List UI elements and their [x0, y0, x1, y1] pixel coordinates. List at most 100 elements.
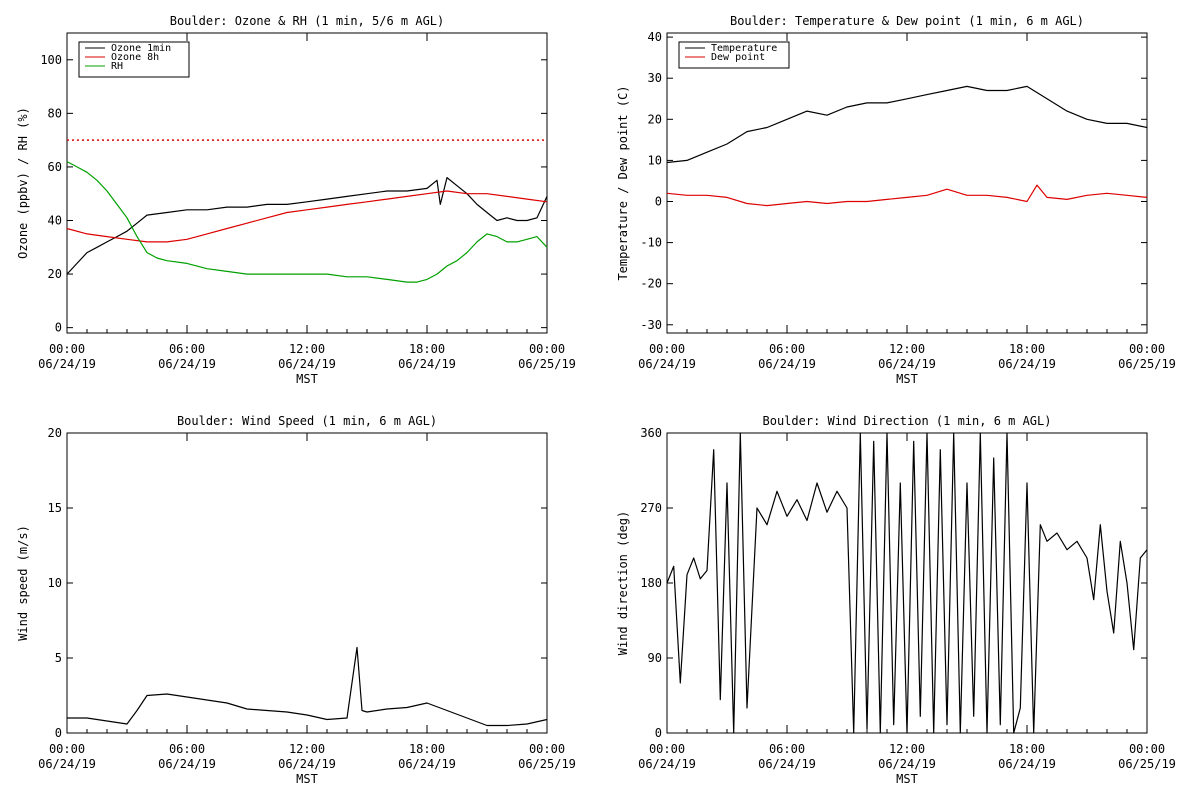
x-tick-label-date: 06/24/19 — [758, 757, 816, 771]
x-tick-label-date: 06/24/19 — [998, 757, 1056, 771]
y-tick-label: 10 — [48, 576, 62, 590]
x-tick-label-date: 06/24/19 — [638, 757, 696, 771]
x-tick-label-date: 06/24/19 — [278, 757, 336, 771]
y-tick-label: -30 — [640, 318, 662, 332]
series-line-1 — [666, 432, 1148, 734]
x-tick-label-date: 06/24/19 — [38, 757, 96, 771]
x-tick-label-date: 06/24/19 — [878, 357, 936, 371]
legend-label: Ozone 8h — [111, 52, 159, 63]
legend-label: Dew point — [711, 52, 765, 63]
x-tick-label-date: 06/24/19 — [638, 357, 696, 371]
chart-ozone-rh: Boulder: Ozone & RH (1 min, 5/6 m AGL) 0 2… — [16, 14, 576, 386]
chart-title: Boulder: Ozone & RH (1 min, 5/6 m AGL) — [170, 14, 445, 28]
x-axis-label: MST — [896, 372, 918, 386]
y-tick-label: -10 — [640, 236, 662, 250]
plot-frame — [66, 432, 548, 734]
series-line-1 — [67, 646, 548, 727]
chart-title: Boulder: Temperature & Dew point (1 min,… — [730, 14, 1084, 28]
x-tick-label-time: 12:00 — [289, 342, 325, 356]
x-tick-label-date: 06/25/19 — [1118, 357, 1176, 371]
y-tick-label: 15 — [48, 501, 62, 515]
legend-box — [678, 41, 790, 69]
x-tick-label-date: 06/24/19 — [38, 357, 96, 371]
y-tick-label: 30 — [648, 71, 662, 85]
x-axis-label: MST — [896, 772, 918, 786]
y-tick-label: 20 — [48, 267, 62, 281]
chart-temp-dew: Boulder: Temperature & Dew point (1 min,… — [616, 14, 1176, 386]
series-line-3 — [66, 161, 548, 283]
y-tick-label: 40 — [48, 214, 62, 228]
chart-title: Boulder: Wind Speed (1 min, 6 m AGL) — [177, 414, 437, 428]
x-tick-label-date: 06/24/19 — [758, 357, 816, 371]
legend-label: Ozone 1min — [111, 43, 171, 54]
y-tick-label: 180 — [640, 576, 662, 590]
x-tick-label-time: 00:00 — [49, 742, 85, 756]
y-tick-label: 270 — [640, 501, 662, 515]
x-tick-label-time: 12:00 — [889, 342, 925, 356]
chart-wind-speed: Boulder: Wind Speed (1 min, 6 m AGL) 0 5 10… — [16, 414, 576, 786]
x-tick-label-time: 06:00 — [769, 342, 805, 356]
legend-box — [78, 41, 190, 78]
x-tick-label-time: 00:00 — [529, 742, 565, 756]
series-line-1 — [666, 85, 1148, 164]
x-tick-label-time: 06:00 — [769, 742, 805, 756]
x-tick-label-time: 00:00 — [1129, 742, 1165, 756]
x-tick-label-date: 06/25/19 — [518, 357, 576, 371]
x-tick-label-date: 06/24/19 — [398, 357, 456, 371]
y-tick-label: 90 — [648, 651, 662, 665]
y-tick-label: 0 — [655, 194, 662, 208]
y-tick-label: 5 — [55, 651, 62, 665]
x-tick-label-time: 18:00 — [409, 342, 445, 356]
series-line-2 — [666, 184, 1148, 207]
x-tick-label-date: 06/25/19 — [518, 757, 576, 771]
y-axis-label: Temperature / Dew point (C) — [616, 85, 630, 280]
x-axis-label: MST — [296, 772, 318, 786]
x-tick-label-date: 06/24/19 — [998, 357, 1056, 371]
x-tick-label-time: 00:00 — [49, 342, 85, 356]
x-tick-label-time: 00:00 — [649, 342, 685, 356]
x-tick-label-time: 18:00 — [1009, 742, 1045, 756]
chart-wind-dir: Boulder: Wind Direction (1 min, 6 m AGL)… — [616, 414, 1176, 786]
x-tick-label-date: 06/24/19 — [398, 757, 456, 771]
x-tick-label-time: 00:00 — [649, 742, 685, 756]
x-tick-label-date: 06/24/19 — [158, 357, 216, 371]
y-axis-label: Wind direction (deg) — [616, 511, 630, 656]
x-axis-label: MST — [296, 372, 318, 386]
series-line-1 — [66, 177, 548, 275]
x-tick-label-time: 18:00 — [409, 742, 445, 756]
x-tick-label-time: 00:00 — [1129, 342, 1165, 356]
y-tick-label: 0 — [55, 726, 62, 740]
y-tick-label: 100 — [40, 53, 62, 67]
x-tick-label-date: 06/24/19 — [278, 357, 336, 371]
x-tick-label-time: 00:00 — [529, 342, 565, 356]
x-tick-label-date: 06/24/19 — [158, 757, 216, 771]
x-tick-label-time: 18:00 — [1009, 342, 1045, 356]
plot-frame — [66, 32, 548, 334]
legend-label: Temperature — [711, 43, 777, 54]
y-axis-label: Wind speed (m/s) — [16, 525, 30, 641]
plot-frame — [666, 32, 1148, 334]
legend-label: RH — [111, 61, 123, 72]
y-tick-label: 20 — [648, 112, 662, 126]
x-tick-label-date: 06/25/19 — [1118, 757, 1176, 771]
y-tick-label: 20 — [48, 426, 62, 440]
x-tick-label-time: 12:00 — [889, 742, 925, 756]
y-tick-label: 0 — [55, 321, 62, 335]
y-tick-label: 40 — [648, 30, 662, 44]
series-line-2 — [66, 190, 548, 243]
y-tick-label: 0 — [655, 726, 662, 740]
y-tick-label: 360 — [640, 426, 662, 440]
x-tick-label-time: 12:00 — [289, 742, 325, 756]
y-tick-label: 80 — [48, 106, 62, 120]
chart-title: Boulder: Wind Direction (1 min, 6 m AGL) — [763, 414, 1052, 428]
x-tick-label-date: 06/24/19 — [878, 757, 936, 771]
y-tick-label: -20 — [640, 277, 662, 291]
y-tick-label: 10 — [648, 153, 662, 167]
x-tick-label-time: 06:00 — [169, 342, 205, 356]
x-tick-label-time: 06:00 — [169, 742, 205, 756]
y-axis-label: Ozone (ppbv) / RH (%) — [16, 107, 30, 259]
y-tick-label: 60 — [48, 160, 62, 174]
